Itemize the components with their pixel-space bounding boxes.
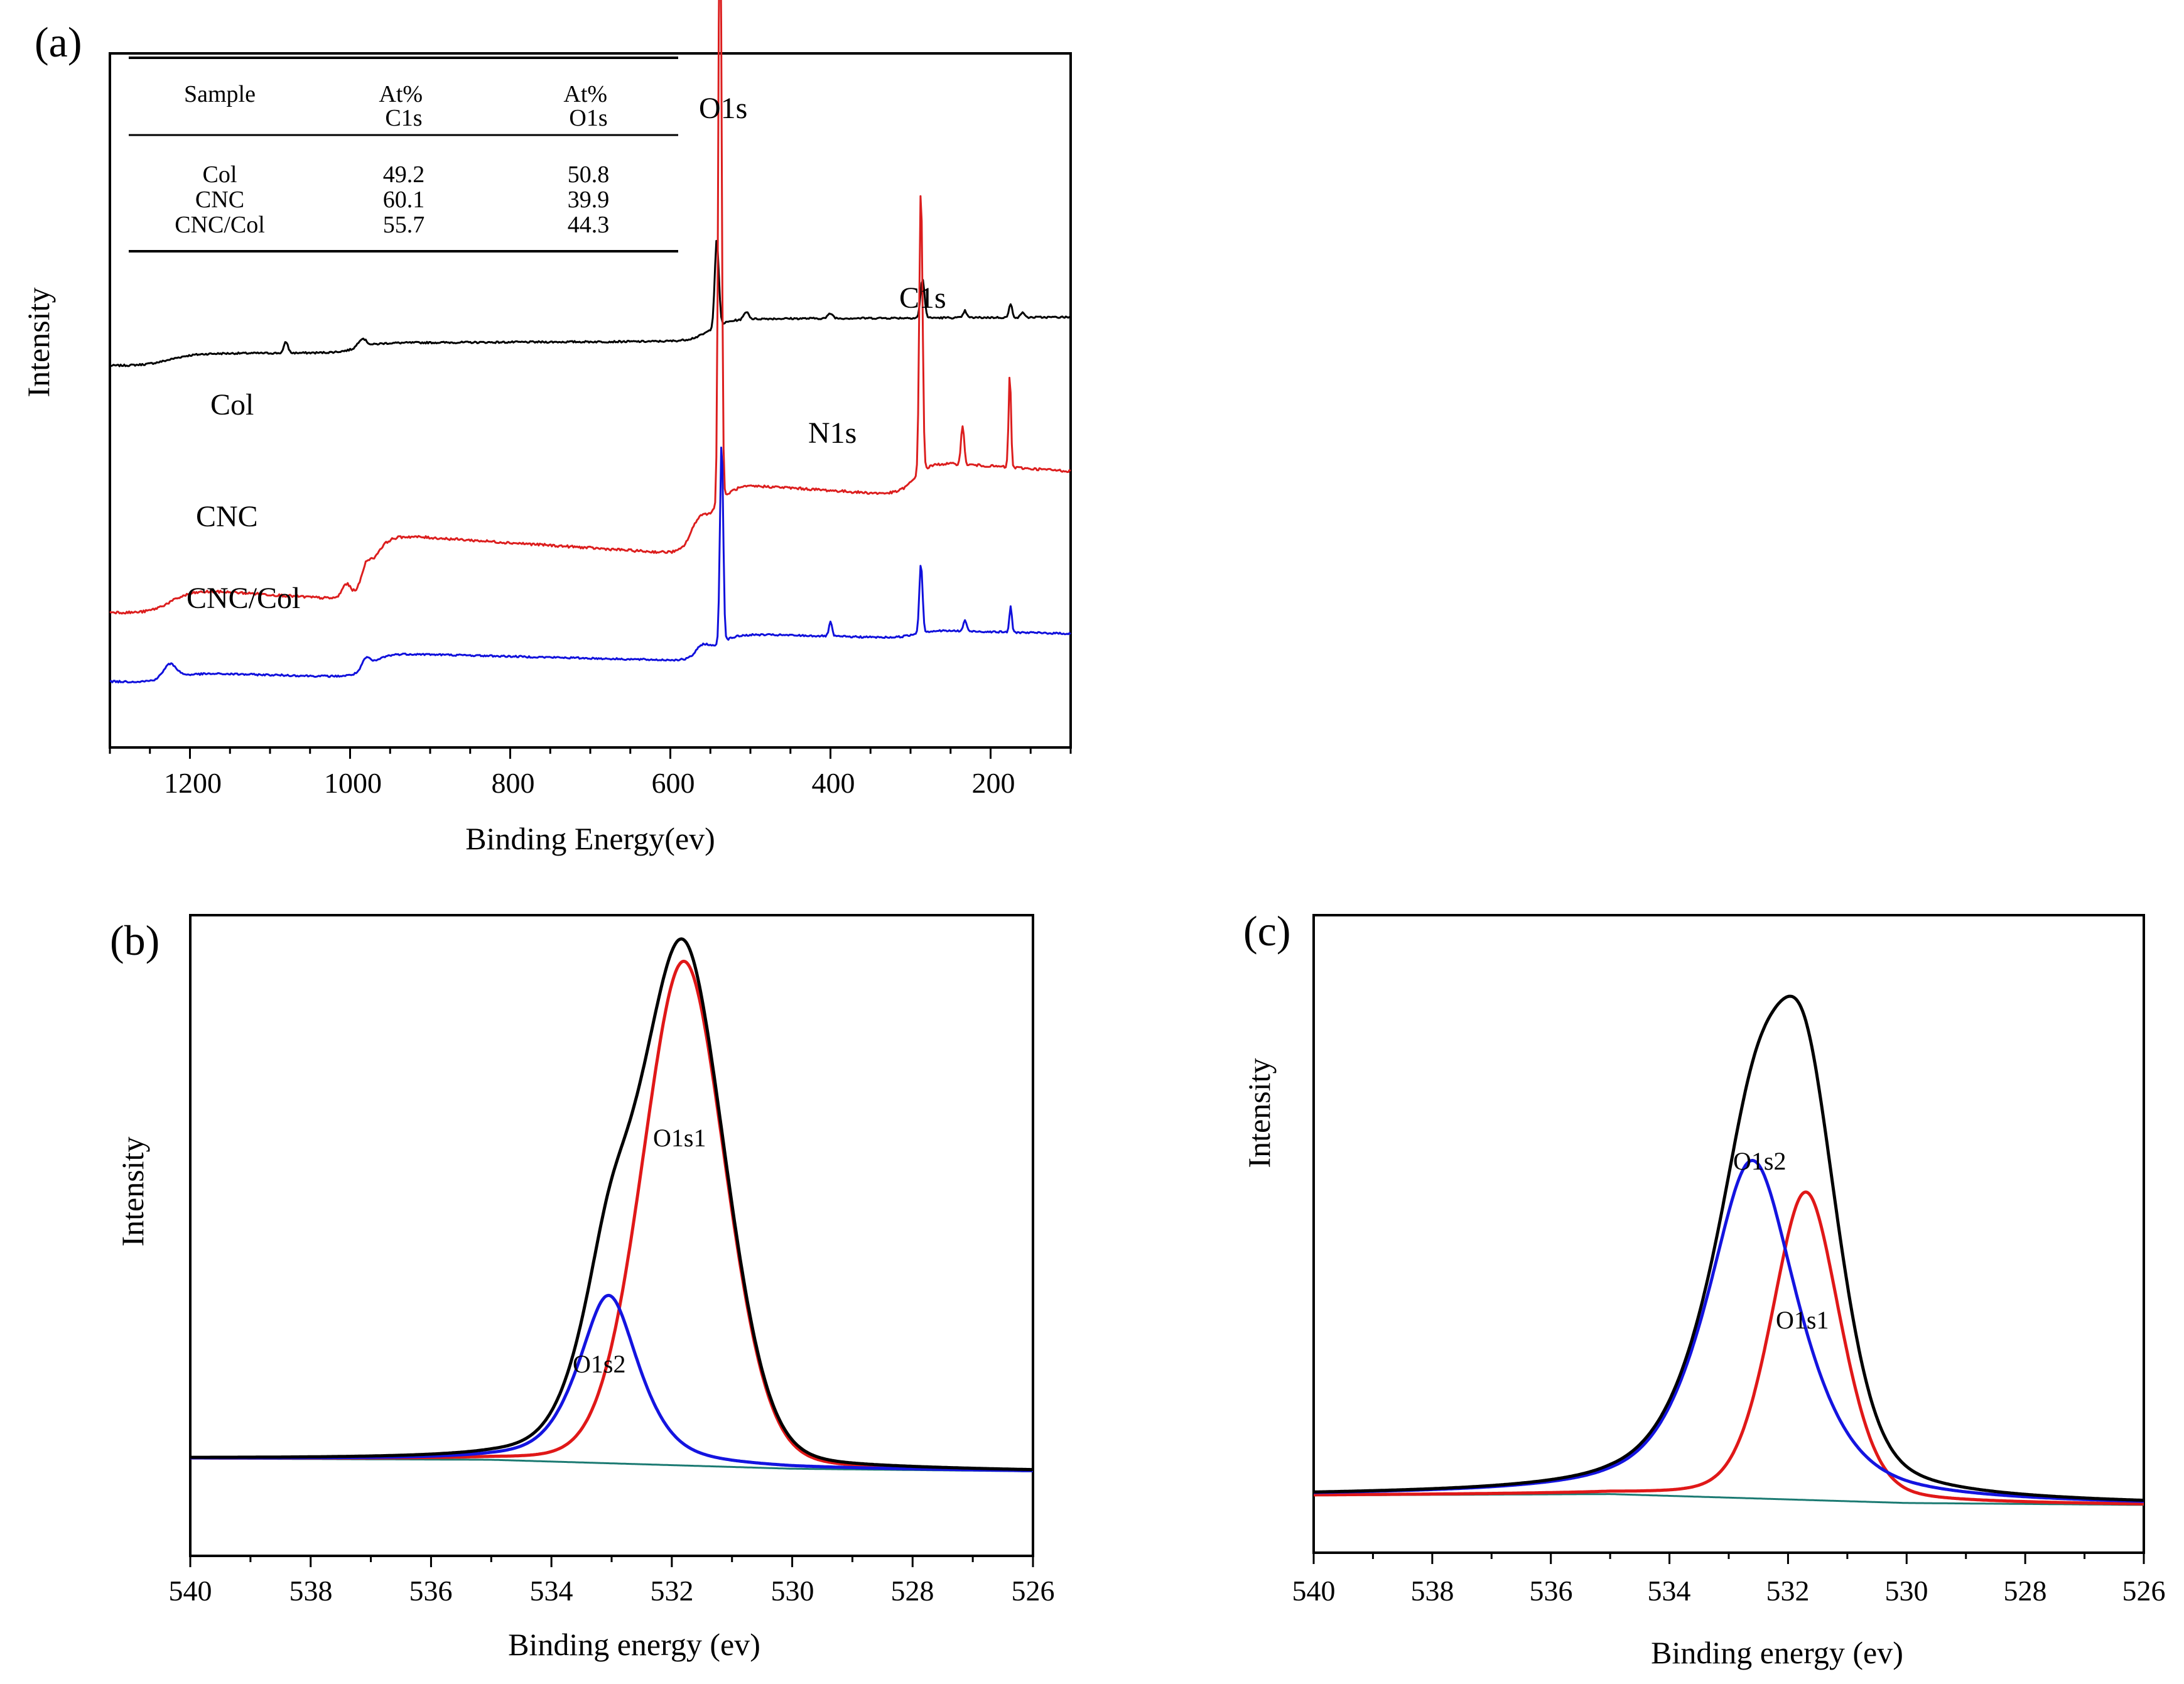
panel-c-x-ticks [1312,1553,2145,1564]
curve-envelope [1313,994,2144,1502]
panel-b-tick-label: 536 [409,1575,453,1607]
series-label-cnc-col: CNC/Col [187,582,300,615]
panel-c-series [1313,994,2144,1506]
panel-b-tick-label: 534 [530,1575,573,1607]
spectrum-line-col [109,240,1071,367]
panel-c-tick-label: 526 [2122,1575,2166,1607]
panel-b-tick-label: 532 [651,1575,694,1607]
peak-label-n1s: N1s [808,416,857,450]
panel-b-series [190,937,1034,1472]
atomic-percent-table: Sample At% C1s At% O1s Col 49.2 50.8 CNC… [129,57,678,253]
panel-c-tick-label: 530 [1885,1575,1928,1607]
panel-a-series [109,0,1071,683]
peak-label-c1s: C1s [899,281,946,315]
peak-label-o1s2: O1s2 [573,1350,625,1378]
panel-c-tick-label: 532 [1766,1575,1810,1607]
panel-a-label: (a) [35,18,82,66]
panel-b-y-axis-label: Intensity [115,1137,150,1247]
table-header-c1s-line: At% [379,81,423,107]
spectrum-line-cnc [109,0,1071,615]
panel-a-tick-label: 200 [972,767,1015,799]
peak-label-o1s: O1s [699,92,747,125]
panel-b-x-ticks [189,1556,1034,1567]
peak-label-o1s1: O1s1 [653,1124,706,1152]
panel-c-x-axis-label: Binding energy (ev) [1651,1635,1903,1670]
table-cell: 39.9 [568,187,610,213]
panel-c-tick-label: 534 [1648,1575,1691,1607]
table-header-o1s-line: O1s [569,105,607,131]
panel-a-x-axis-label: Binding Energy(ev) [465,821,715,856]
panel-c-tick-label: 540 [1292,1575,1336,1607]
panel-c-tick-label: 538 [1411,1575,1454,1607]
panel-b-tick-label: 540 [169,1575,212,1607]
panel-a-tick-label: 400 [812,767,855,799]
table-header-c1s-line: C1s [385,105,422,131]
panel-b-x-axis-label: Binding energy (ev) [508,1627,760,1662]
table-header-o1s-line: At% [563,81,607,107]
panel-a-tick-label: 800 [492,767,535,799]
panel-b-tick-label: 526 [1012,1575,1055,1607]
panel-c-label: (c) [1243,907,1290,955]
panel-c-tick-label: 536 [1530,1575,1573,1607]
table-cell: CNC/Col [175,212,265,238]
panel-a-frame [109,52,1072,749]
curve-o1s2 [190,1293,1034,1472]
panel-b-tick-label: 528 [891,1575,934,1607]
curve-o1s1 [1313,1190,2144,1506]
table-header-o1s: At% O1s [563,81,613,131]
table-header-c1s: At% C1s [379,81,428,131]
panel-a: (a) 1200 1000 800 600 400 200 Binding En… [21,0,1072,856]
panel-a-tick-label: 1200 [164,767,222,799]
table-cell: 60.1 [383,187,425,213]
table-header-sample: Sample [184,81,256,107]
panel-a-tick-label: 600 [652,767,695,799]
panel-b-x-tick-labels: 540 538 536 534 532 530 528 526 [169,1575,1055,1607]
table-cell: 44.3 [568,212,610,238]
table-cell: CNC [195,187,244,213]
panel-c-x-tick-labels: 540 538 536 534 532 530 528 526 [1292,1575,2166,1607]
curve-envelope [190,937,1034,1472]
table-cell: 50.8 [568,161,610,188]
panel-b-tick-label: 530 [771,1575,814,1607]
panel-c-y-axis-label: Intensity [1241,1058,1277,1168]
curve-o1s2 [1313,1159,2144,1503]
spectrum-line-cnc-col [109,447,1071,683]
panel-c-tick-label: 528 [2004,1575,2047,1607]
panel-a-x-tick-labels: 1200 1000 800 600 400 200 [164,767,1015,799]
curve-o1s1 [190,959,1034,1472]
series-label-cnc: CNC [196,500,258,533]
panel-a-y-axis-label: Intensity [21,288,56,398]
panel-c-frame [1312,914,2145,1554]
peak-label-o1s1: O1s1 [1776,1306,1829,1334]
peak-label-o1s2: O1s2 [1733,1147,1786,1175]
panel-b-tick-label: 538 [289,1575,333,1607]
series-label-col: Col [210,388,254,421]
panel-b: (b) 540 538 536 534 532 530 528 526 Bind… [110,914,1055,1662]
table-cell: Col [203,161,237,188]
panel-c: (c) 540 538 536 534 532 530 528 526 Bind… [1241,907,2166,1670]
panel-b-label: (b) [110,916,159,964]
panel-a-tick-label: 1000 [324,767,382,799]
panel-a-x-ticks [109,747,1072,759]
table-cell: 49.2 [383,161,425,188]
table-cell: 55.7 [383,212,425,238]
